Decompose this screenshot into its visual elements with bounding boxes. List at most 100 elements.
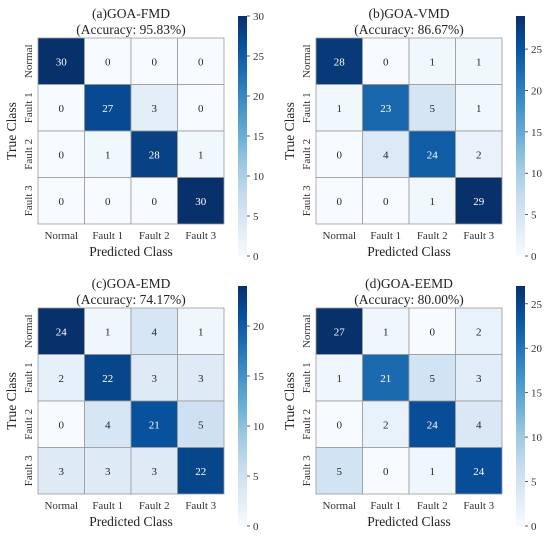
heatmap-cell bbox=[315, 84, 363, 132]
x-tick-label: Normal bbox=[322, 230, 356, 242]
cell-value-label: 24 bbox=[427, 419, 439, 431]
cell-value-label: 27 bbox=[102, 103, 114, 115]
cell-value-label: 1 bbox=[476, 56, 482, 68]
colorbar-tick-label: 25 bbox=[531, 44, 543, 56]
y-tick-label: Fault 3 bbox=[23, 185, 35, 216]
y-axis-label: True Class bbox=[282, 102, 297, 160]
cell-value-label: 5 bbox=[198, 419, 204, 431]
cell-value-label: 0 bbox=[383, 196, 389, 208]
colorbar-tick-label: 10 bbox=[253, 421, 265, 433]
heatmap-cell bbox=[84, 84, 132, 132]
cell-value-label: 1 bbox=[430, 466, 436, 478]
cell-value-label: 1 bbox=[198, 149, 204, 161]
panel-subtitle: (Accuracy: 80.00%) bbox=[354, 292, 463, 307]
cell-value-label: 28 bbox=[334, 56, 346, 68]
colorbar-tick-label: 0 bbox=[253, 251, 259, 263]
heatmap-cell bbox=[315, 307, 363, 355]
panel-title: (a)GOA-FMD bbox=[92, 6, 170, 21]
cell-value-label: 1 bbox=[430, 56, 436, 68]
cell-value-label: 0 bbox=[430, 326, 436, 338]
cell-value-label: 0 bbox=[105, 196, 111, 208]
cell-value-label: 3 bbox=[152, 373, 158, 385]
y-axis-label: True Class bbox=[282, 372, 297, 430]
cell-value-label: 1 bbox=[105, 149, 111, 161]
colorbar-tick-label: 25 bbox=[531, 299, 543, 311]
x-tick-label: Fault 2 bbox=[139, 230, 170, 242]
cell-value-label: 0 bbox=[59, 103, 65, 115]
cell-value-label: 4 bbox=[105, 419, 111, 431]
colorbar-tick-label: 20 bbox=[253, 321, 265, 333]
confusion-matrix-panel: (c)GOA-EMD(Accuracy: 74.17%)24 1 4 12 22 3 30 4… bbox=[4, 276, 265, 533]
heatmap-cell bbox=[130, 354, 178, 402]
cell-value-label: 29 bbox=[473, 196, 485, 208]
cell-value-label: 1 bbox=[337, 373, 343, 385]
cell-value-label: 1 bbox=[430, 196, 436, 208]
cell-value-label: 0 bbox=[59, 196, 65, 208]
confusion-matrix-panel: (a)GOA-FMD(Accuracy: 95.83%) 30 0 0 0 0 27 3 0 0 1… bbox=[4, 6, 265, 263]
colorbar-tick-label: 20 bbox=[531, 343, 543, 355]
colorbar bbox=[516, 286, 525, 526]
heatmap-cell bbox=[362, 177, 410, 225]
cell-value-label: 0 bbox=[383, 466, 389, 478]
cell-value-label: 5 bbox=[430, 103, 436, 115]
colorbar-tick-label: 5 bbox=[253, 471, 259, 483]
heatmap-cell bbox=[455, 307, 503, 355]
heatmap-cell bbox=[362, 307, 410, 355]
y-axis-label: True Class bbox=[4, 372, 19, 430]
heatmap-cell bbox=[177, 307, 225, 355]
heatmap-cell bbox=[455, 177, 503, 225]
y-tick-label: Fault 3 bbox=[23, 455, 35, 486]
cell-value-label: 22 bbox=[195, 466, 206, 478]
cell-value-label: 1 bbox=[337, 103, 343, 115]
heatmap-cell bbox=[177, 400, 225, 448]
cell-value-label: 21 bbox=[149, 419, 160, 431]
heatmap-cell bbox=[84, 307, 132, 355]
y-tick-label: Normal bbox=[23, 44, 35, 78]
heatmap-cell bbox=[408, 37, 456, 85]
cell-value-label: 0 bbox=[105, 56, 111, 68]
cell-value-label: 4 bbox=[476, 419, 482, 431]
x-tick-label: Fault 2 bbox=[139, 500, 170, 512]
cell-value-label: 1 bbox=[476, 103, 482, 115]
x-axis-label: Predicted Class bbox=[89, 244, 173, 259]
y-tick-label: Fault 1 bbox=[301, 362, 313, 393]
panel-title: (b)GOA-VMD bbox=[369, 6, 450, 21]
colorbar-tick-label: 30 bbox=[253, 11, 265, 23]
x-axis-label: Predicted Class bbox=[89, 514, 173, 529]
heatmap-cell bbox=[177, 130, 225, 178]
colorbar bbox=[516, 16, 525, 256]
x-tick-label: Fault 3 bbox=[185, 500, 216, 512]
cell-value-label: 5 bbox=[337, 466, 343, 478]
panel-title: (c)GOA-EMD bbox=[92, 276, 171, 291]
y-tick-label: Fault 3 bbox=[301, 185, 313, 216]
cell-value-label: 1 bbox=[383, 326, 389, 338]
heatmap-cell bbox=[37, 37, 85, 85]
heatmap-cell bbox=[84, 177, 132, 225]
y-tick-label: Normal bbox=[301, 44, 313, 78]
colorbar-tick-label: 20 bbox=[531, 85, 543, 97]
heatmap-cell bbox=[315, 400, 363, 448]
y-tick-label: Fault 2 bbox=[23, 139, 35, 170]
cell-value-label: 0 bbox=[383, 56, 389, 68]
panel-subtitle: (Accuracy: 95.83%) bbox=[76, 22, 185, 37]
colorbar bbox=[238, 286, 247, 526]
y-tick-label: Fault 1 bbox=[23, 362, 35, 393]
cell-value-label: 28 bbox=[149, 149, 161, 161]
cell-value-label: 4 bbox=[383, 149, 389, 161]
heatmap-cell bbox=[130, 400, 178, 448]
y-tick-label: Fault 1 bbox=[23, 92, 35, 123]
heatmap-cell bbox=[177, 84, 225, 132]
colorbar-tick-label: 0 bbox=[531, 251, 537, 263]
y-tick-label: Fault 1 bbox=[301, 92, 313, 123]
cell-value-label: 30 bbox=[195, 196, 207, 208]
heatmap-cell bbox=[177, 354, 225, 402]
x-tick-label: Fault 2 bbox=[417, 230, 448, 242]
cell-value-label: 0 bbox=[198, 56, 204, 68]
cell-value-label: 24 bbox=[473, 466, 485, 478]
heatmap-cell bbox=[84, 447, 132, 495]
heatmap-cell bbox=[37, 307, 85, 355]
y-tick-label: Fault 2 bbox=[301, 139, 313, 170]
cell-value-label: 3 bbox=[59, 466, 65, 478]
y-tick-label: Fault 3 bbox=[301, 455, 313, 486]
cell-value-label: 22 bbox=[102, 373, 113, 385]
